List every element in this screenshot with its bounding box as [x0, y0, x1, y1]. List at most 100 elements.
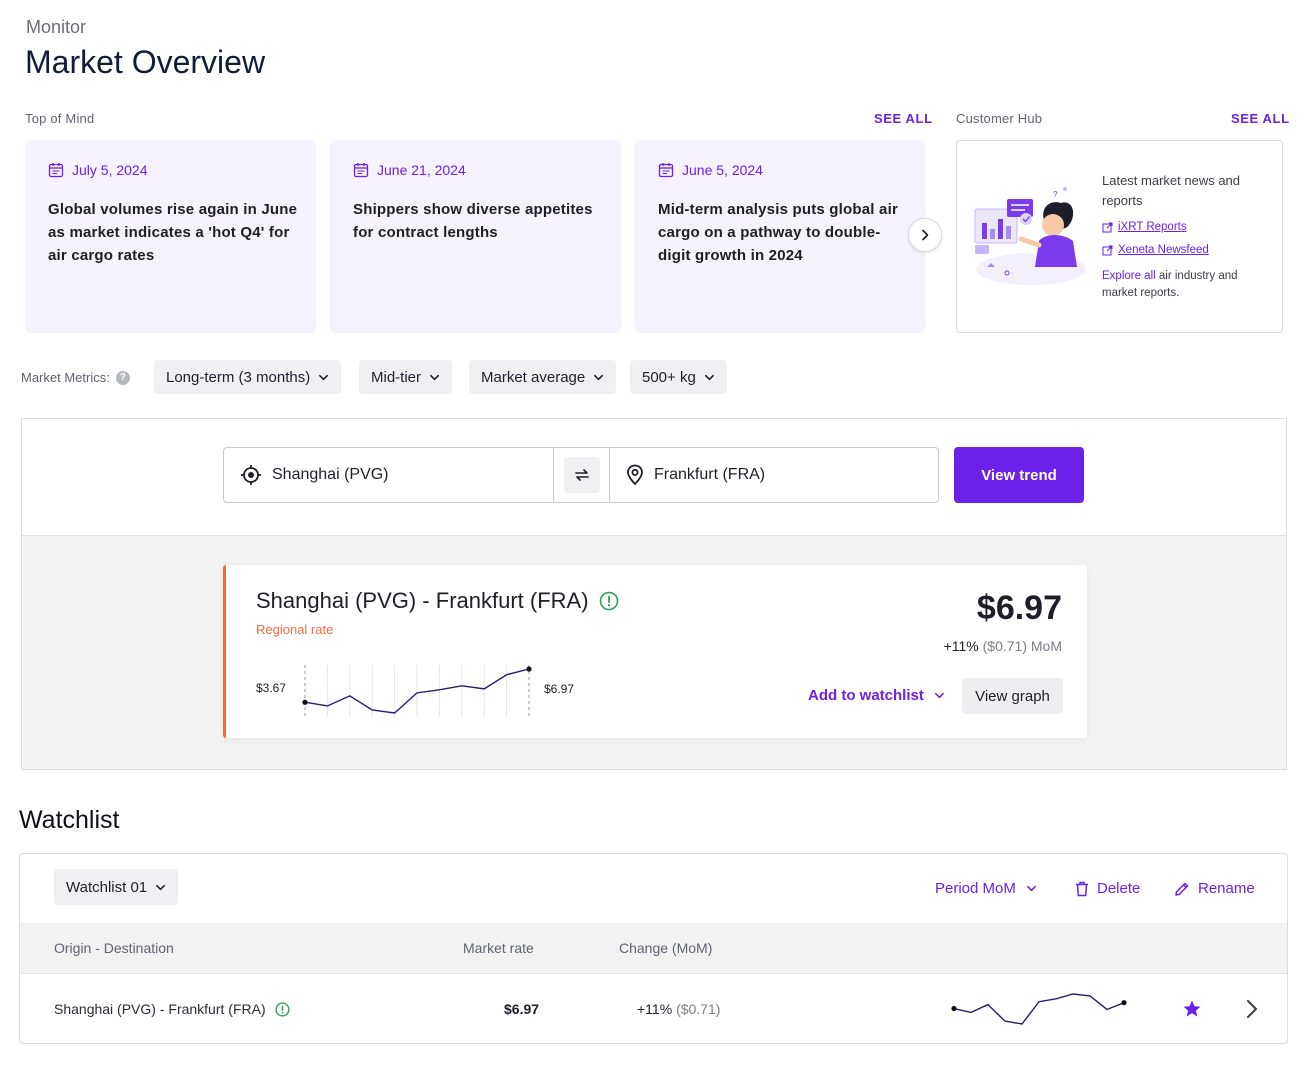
row-market-rate: $6.97 [504, 1001, 540, 1017]
calendar-icon [658, 163, 674, 178]
market-metrics-label-group: Market Metrics: ? [21, 370, 130, 385]
xeneta-newsfeed-link[interactable]: Xeneta Newsfeed [1102, 244, 1209, 256]
column-header-change: Change (MoM) [619, 940, 713, 956]
filter-label: Market average [481, 368, 586, 386]
pencil-icon [1175, 882, 1189, 896]
row-change-pct: +11% [637, 1001, 673, 1017]
row-route-cell: Shanghai (PVG) - Frankfurt (FRA) [54, 1001, 290, 1017]
card-date: June 5, 2024 [658, 162, 763, 178]
card-date: July 5, 2024 [48, 162, 148, 178]
chevron-down-icon [430, 374, 439, 380]
route-search-panel: Shanghai (PVG) Frankfurt (FRA) View tren… [21, 418, 1287, 770]
result-change-pct: +11% [943, 638, 979, 654]
card-headline: Shippers show diverse appetites for cont… [353, 201, 593, 241]
news-card[interactable]: July 5, 2024 Global volumes rise again i… [25, 140, 316, 333]
origin-value: Shanghai (PVG) [272, 466, 389, 483]
page-title: Market Overview [25, 44, 266, 80]
filter-period-dropdown[interactable]: Long-term (3 months) [154, 360, 342, 394]
carousel-next-button[interactable] [908, 218, 942, 252]
card-date-text: July 5, 2024 [72, 162, 148, 178]
chevron-down-icon [704, 374, 714, 380]
customer-hub-card: ? Latest market news and reports iXRT Re… [956, 140, 1283, 333]
chevron-down-icon [1026, 885, 1036, 892]
filter-market-dropdown[interactable]: Market average [469, 360, 617, 394]
customer-hub-heading: Latest market news and reports [1102, 173, 1241, 208]
delete-label: Delete [1097, 880, 1141, 897]
view-trend-button[interactable]: View trend [954, 447, 1084, 503]
view-graph-button[interactable]: View graph [962, 678, 1063, 714]
news-card[interactable]: June 5, 2024 Mid-term analysis puts glob… [635, 140, 925, 333]
rename-watchlist-button[interactable]: Rename [1174, 880, 1255, 897]
chevron-right-icon[interactable] [1245, 999, 1259, 1019]
route-search-box: Shanghai (PVG) Frankfurt (FRA) [223, 447, 939, 503]
filter-tier-dropdown[interactable]: Mid-tier [359, 360, 453, 394]
add-to-watchlist-button[interactable]: Add to watchlist [808, 687, 945, 704]
map-pin-icon [627, 464, 643, 486]
xeneta-newsfeed-label: Xeneta Newsfeed [1118, 244, 1209, 256]
info-circle-icon[interactable] [599, 591, 619, 611]
chevron-down-icon [594, 374, 604, 380]
watchlist-panel: Watchlist 01 Period MoM Delete Rename Or… [19, 853, 1288, 1044]
watchlist-title: Watchlist [19, 806, 120, 834]
row-change: +11% ($0.71) [637, 1001, 720, 1017]
sparkline-end-label: $6.97 [544, 682, 575, 696]
swap-button[interactable] [563, 457, 600, 493]
analyst-illustration: ? [974, 187, 1086, 285]
sparkline-series-line [953, 993, 1125, 1025]
external-link-icon [1102, 245, 1113, 255]
origin-field[interactable]: Shanghai (PVG) [224, 448, 553, 502]
destination-field[interactable]: Frankfurt (FRA) [610, 448, 938, 502]
top-of-mind-label: Top of Mind [25, 111, 95, 126]
sparkline-endpoint [1121, 1000, 1127, 1006]
delete-watchlist-button[interactable]: Delete [1075, 880, 1140, 897]
sparkline-endpoint [302, 699, 308, 705]
svg-text:?: ? [1053, 190, 1058, 199]
chevron-right-icon [922, 229, 929, 241]
period-label: Period MoM [935, 880, 1016, 897]
result-change-abs: ($0.71) MoM [982, 638, 1062, 654]
explore-all-link[interactable]: Explore all [1102, 270, 1156, 282]
destination-value: Frankfurt (FRA) [654, 466, 766, 483]
calendar-icon [48, 163, 64, 178]
rename-label: Rename [1198, 880, 1255, 897]
column-header-route: Origin - Destination [54, 940, 174, 956]
customer-hub-see-all-link[interactable]: SEE ALL [1231, 111, 1290, 126]
row-sparkline [951, 993, 1127, 1025]
column-header-rate: Market rate [463, 940, 534, 956]
row-route: Shanghai (PVG) - Frankfurt (FRA) [54, 1001, 266, 1017]
filter-label: 500+ kg [642, 368, 696, 386]
watchlist-selector-label: Watchlist 01 [66, 878, 148, 896]
info-circle-icon[interactable] [275, 1001, 290, 1017]
ixrt-reports-label: iXRT Reports [1118, 221, 1187, 233]
rate-type-label: Regional rate [256, 622, 334, 637]
add-to-watchlist-label: Add to watchlist [808, 687, 924, 704]
market-metrics-label: Market Metrics: [21, 370, 110, 385]
crosshair-icon [241, 465, 261, 485]
chevron-down-icon [934, 692, 944, 699]
page-eyebrow: Monitor [26, 17, 87, 37]
explore-reports-text: Explore all air industry and market repo… [1102, 268, 1262, 302]
news-card[interactable]: June 21, 2024 Shippers show diverse appe… [330, 140, 621, 333]
table-row[interactable]: Shanghai (PVG) - Frankfurt (FRA) $6.97 +… [20, 974, 1287, 1043]
sparkline-start-label: $3.67 [256, 681, 287, 695]
ixrt-reports-link[interactable]: iXRT Reports [1102, 221, 1187, 233]
chevron-down-icon [156, 884, 166, 890]
sparkline-endpoint [951, 1005, 957, 1012]
result-route: Shanghai (PVG) - Frankfurt (FRA) [256, 588, 589, 613]
result-price: $6.97 [976, 589, 1062, 627]
help-icon[interactable]: ? [115, 370, 130, 385]
watchlist-selector-dropdown[interactable]: Watchlist 01 [54, 869, 179, 905]
period-dropdown[interactable]: Period MoM [935, 880, 1037, 897]
result-change: +11% ($0.71) MoM [944, 638, 1062, 654]
swap-arrows-icon [574, 469, 589, 481]
result-route-heading: Shanghai (PVG) - Frankfurt (FRA) [256, 588, 619, 614]
filter-weight-dropdown[interactable]: 500+ kg [630, 360, 727, 394]
card-date-text: June 21, 2024 [377, 162, 466, 178]
explore-rest-text: air industry and market reports. [1102, 270, 1238, 299]
result-sparkline [302, 665, 532, 717]
star-icon[interactable] [1182, 999, 1202, 1019]
card-date-text: June 5, 2024 [682, 162, 763, 178]
top-of-mind-see-all-link[interactable]: SEE ALL [874, 111, 933, 126]
card-headline: Global volumes rise again in June as mar… [48, 201, 298, 264]
watchlist-table-header: Origin - Destination Market rate Change … [20, 923, 1287, 974]
